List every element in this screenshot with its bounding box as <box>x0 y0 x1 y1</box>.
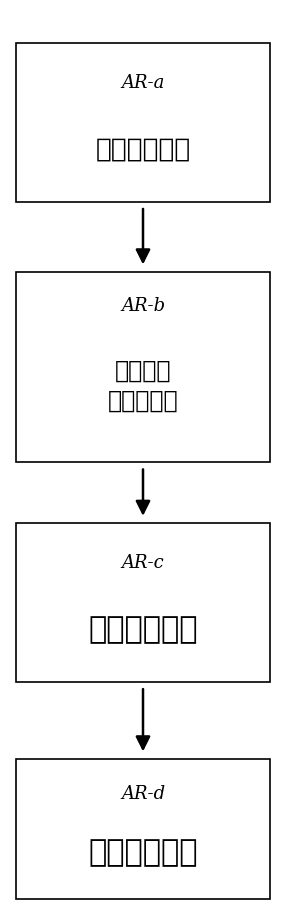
Bar <box>16 43 270 202</box>
Text: 审查意见通知: 审查意见通知 <box>88 615 198 644</box>
Bar <box>16 758 270 899</box>
Text: AR-c: AR-c <box>122 554 164 572</box>
Text: 审定目标
符合性维护: 审定目标 符合性维护 <box>108 359 178 413</box>
Text: 审查结果反馈: 审查结果反馈 <box>95 136 191 162</box>
Text: AR-a: AR-a <box>121 73 165 92</box>
Text: AR-d: AR-d <box>121 785 165 803</box>
Text: 审查意见处理: 审查意见处理 <box>88 838 198 867</box>
Bar <box>16 524 270 681</box>
Bar <box>16 272 270 462</box>
Text: AR-b: AR-b <box>121 297 165 315</box>
